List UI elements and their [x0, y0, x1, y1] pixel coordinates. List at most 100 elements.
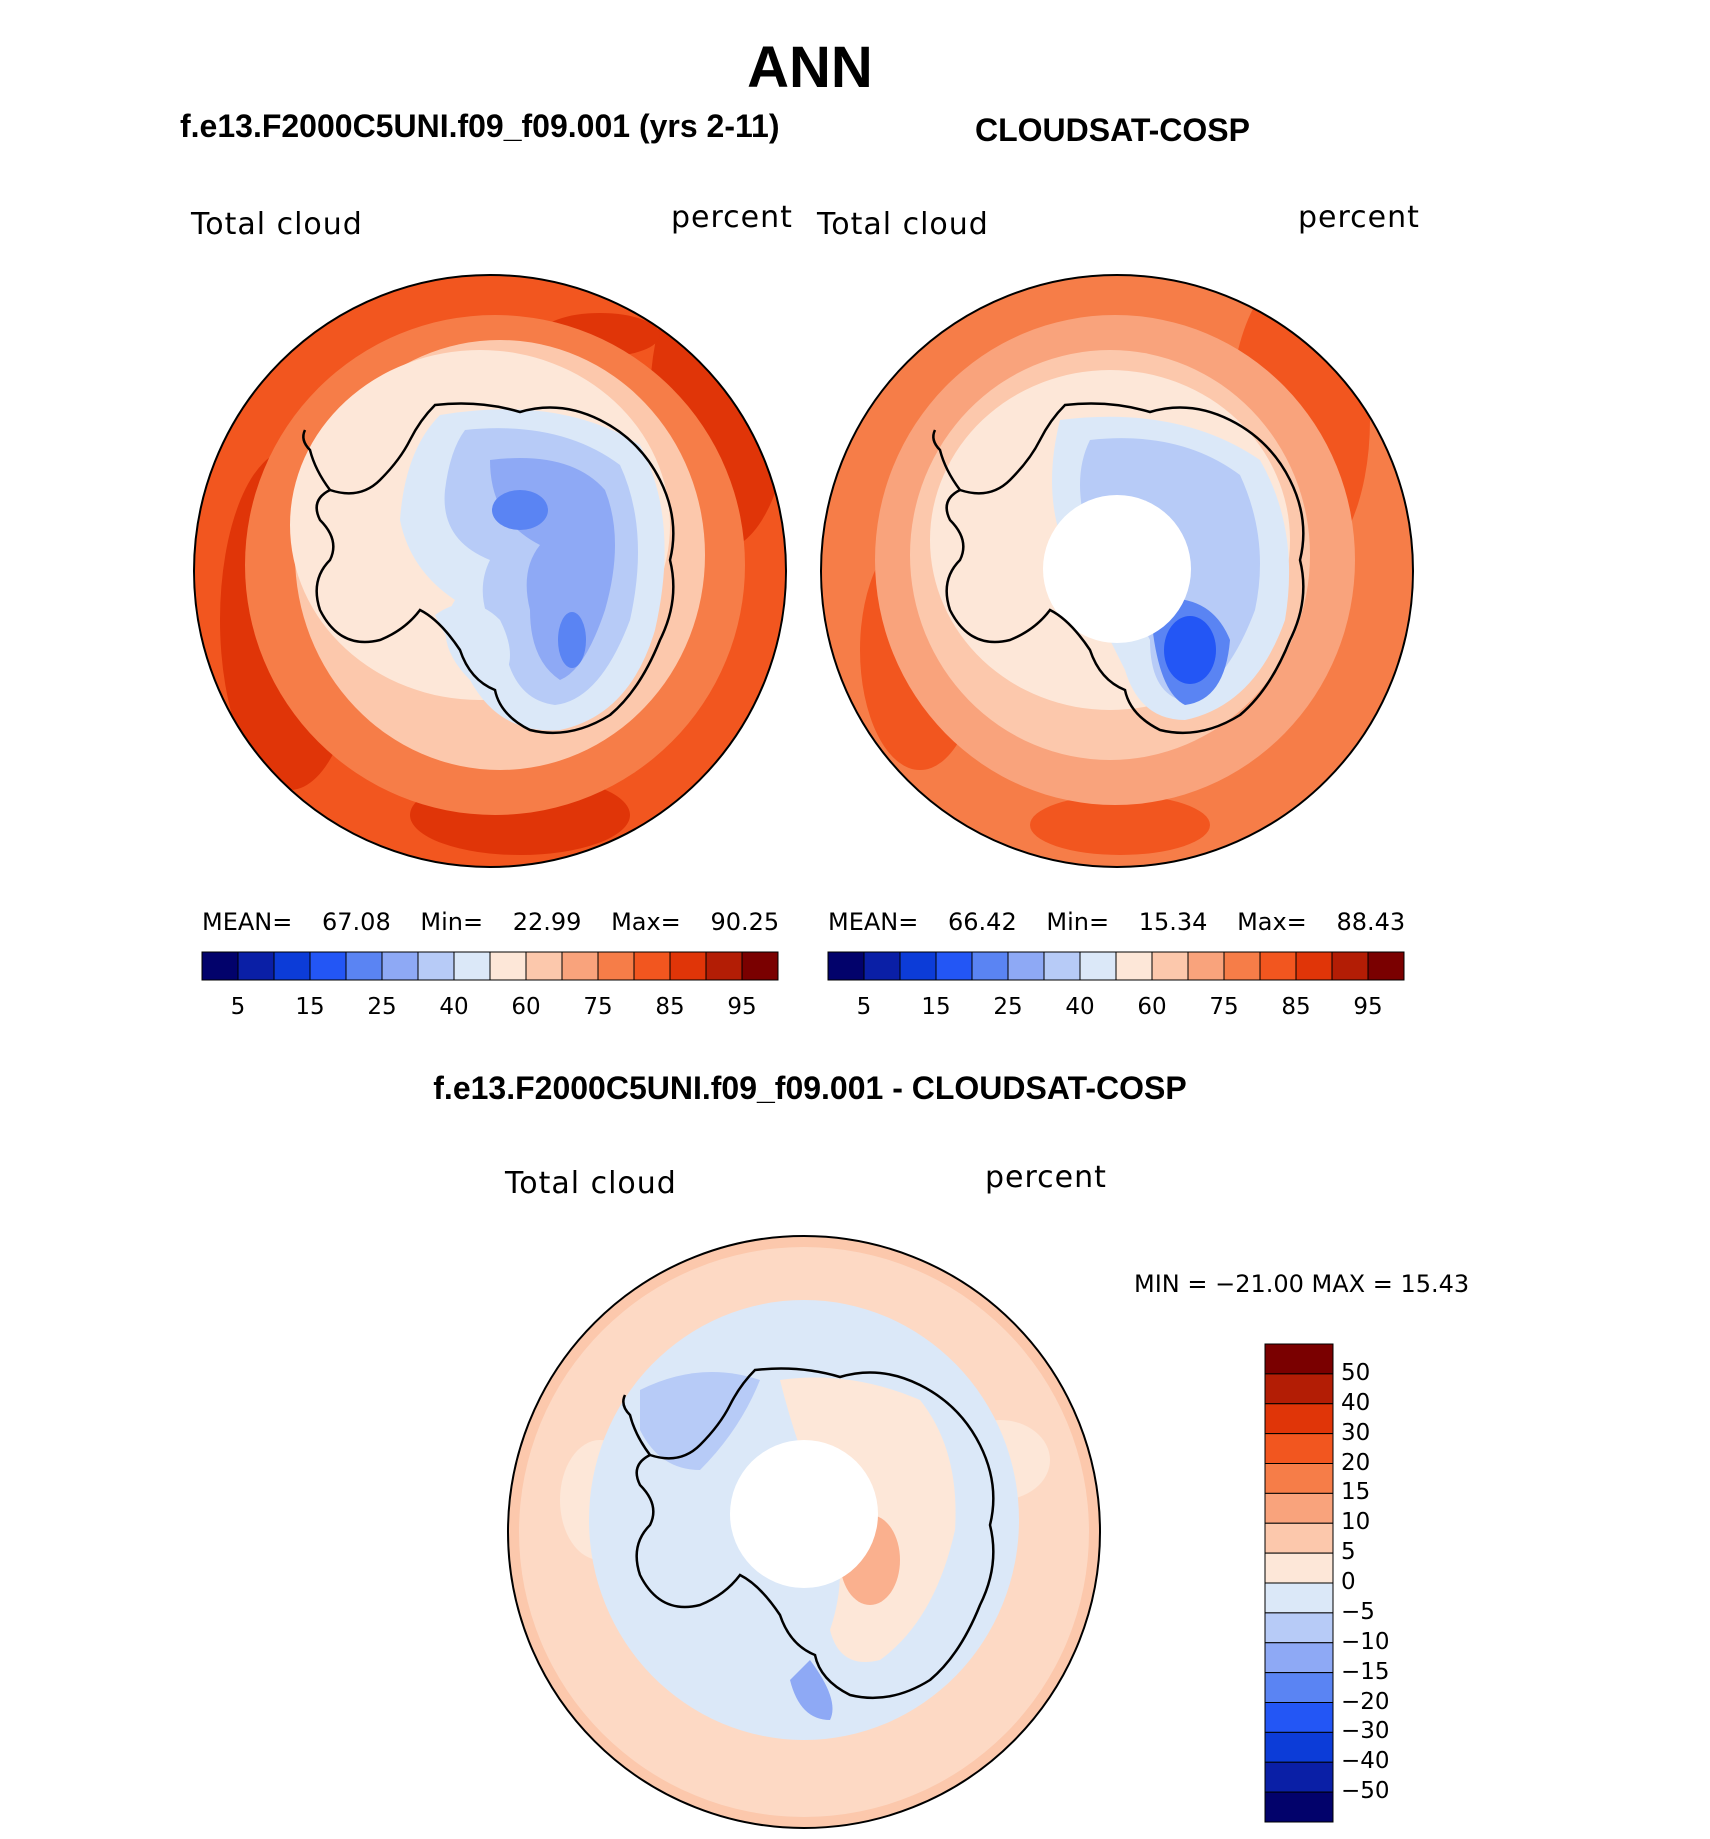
obs-mean-value: 66.42 — [948, 908, 1017, 936]
difference-colorbar-box — [1264, 1791, 1334, 1823]
difference-colorbar-box — [1264, 1522, 1334, 1554]
model-units-label: percent — [671, 200, 793, 235]
difference-colorbar-tick-label: −50 — [1341, 1778, 1390, 1805]
difference-colorbar-box — [1264, 1492, 1334, 1524]
difference-colorbar-tick-label: −5 — [1341, 1598, 1375, 1625]
model-colorbar-box — [705, 951, 743, 981]
model-colorbar-box — [273, 951, 311, 981]
obs-colorbar-box — [1295, 951, 1333, 981]
difference-colorbar-box — [1264, 1702, 1334, 1733]
difference-colorbar-box — [1264, 1433, 1334, 1464]
diff-min-max: MIN = −21.00 MAX = 15.43 — [1134, 1270, 1470, 1298]
model-map — [194, 275, 786, 867]
model-colorbar-box — [309, 951, 347, 981]
model-colorbar-box — [201, 951, 239, 981]
model-variable-label: Total cloud — [191, 207, 363, 242]
obs-colorbar-tick-label: 85 — [1281, 994, 1311, 1020]
obs-max-value: 88.43 — [1336, 908, 1406, 936]
model-colorbar-box — [417, 951, 455, 981]
model-colorbar — [201, 951, 779, 981]
model-colorbar-box — [489, 951, 527, 981]
obs-colorbar-box — [1259, 951, 1297, 981]
obs-colorbar-tick-label: 60 — [1137, 994, 1167, 1020]
model-colorbar-box — [633, 951, 671, 981]
model-colorbar-box — [453, 951, 491, 981]
difference-colorbar-tick-label: 40 — [1341, 1389, 1371, 1416]
model-colorbar-box — [381, 951, 419, 981]
difference-colorbar-tick-label: 5 — [1341, 1539, 1356, 1566]
obs-colorbar-tick-label: 75 — [1209, 994, 1239, 1020]
obs-mean-label: MEAN= — [828, 908, 919, 936]
difference-colorbar-tick-label: −40 — [1341, 1748, 1390, 1775]
difference-colorbar-tick-label: 0 — [1341, 1569, 1356, 1595]
model-map-border — [193, 274, 787, 868]
obs-map — [821, 275, 1413, 867]
obs-colorbar-box — [1223, 951, 1261, 981]
difference-map-border — [507, 1235, 1101, 1829]
difference-colorbar-box — [1264, 1373, 1334, 1405]
difference-colorbar-tick-label: 20 — [1341, 1449, 1371, 1476]
obs-colorbar — [827, 951, 1405, 981]
difference-colorbar-tick-label: 15 — [1341, 1479, 1371, 1506]
obs-colorbar-tick-label: 40 — [1065, 994, 1095, 1020]
model-colorbar-tick-label: 75 — [583, 994, 613, 1020]
obs-min-value: 15.34 — [1138, 908, 1208, 936]
model-min-label: Min= — [420, 908, 484, 936]
model-colorbar-tick-label: 25 — [367, 994, 397, 1020]
model-colorbar-tick-label: 40 — [439, 994, 469, 1020]
difference-colorbar-tick-label: 10 — [1341, 1509, 1371, 1536]
difference-colorbar-box — [1264, 1463, 1334, 1494]
obs-colorbar-tick-label: 15 — [921, 994, 951, 1020]
obs-max-label: Max= — [1237, 908, 1307, 936]
diff-variable-label: Total cloud — [505, 1166, 677, 1201]
obs-colorbar-box — [899, 951, 937, 981]
model-colorbar-box — [597, 951, 635, 981]
difference-colorbar-box — [1264, 1761, 1334, 1793]
obs-colorbar-box — [1151, 951, 1189, 981]
model-max-label: Max= — [611, 908, 681, 936]
difference-colorbar-box — [1264, 1612, 1334, 1644]
obs-colorbar-tick-label: 25 — [993, 994, 1023, 1020]
model-colorbar-tick-label: 15 — [295, 994, 325, 1020]
model-colorbar-box — [345, 951, 383, 981]
difference-colorbar-tick-label: 30 — [1341, 1419, 1371, 1446]
obs-colorbar-tick-label: 95 — [1353, 994, 1383, 1020]
obs-colorbar-box — [935, 951, 973, 981]
difference-colorbar-tick-label: −10 — [1341, 1628, 1390, 1655]
model-colorbar-tick-label: 60 — [511, 994, 541, 1020]
model-colorbar-box — [525, 951, 563, 981]
difference-colorbar-tick-label: −30 — [1341, 1718, 1390, 1745]
difference-colorbar-tick-label: 50 — [1341, 1359, 1371, 1386]
obs-colorbar-box — [1115, 951, 1153, 981]
model-min-value: 22.99 — [512, 908, 582, 936]
obs-colorbar-box — [1187, 951, 1225, 981]
obs-stats: MEAN= 66.42 Min= 15.34 Max= 88.43 — [828, 908, 1405, 936]
difference-colorbar-box — [1264, 1672, 1334, 1703]
model-colorbar-box — [669, 951, 707, 981]
difference-map — [508, 1236, 1100, 1828]
obs-colorbar-box — [827, 951, 865, 981]
difference-title: f.e13.F2000C5UNI.f09_f09.001 - CLOUDSAT-… — [433, 1070, 1187, 1106]
model-colorbar-tick-label: 95 — [727, 994, 757, 1020]
difference-colorbar-box — [1264, 1731, 1334, 1763]
obs-variable-label: Total cloud — [817, 207, 989, 242]
difference-colorbar-tick-label: −15 — [1341, 1658, 1390, 1685]
difference-colorbar-box — [1264, 1642, 1334, 1674]
model-colorbar-box — [237, 951, 275, 981]
diff-units-label: percent — [985, 1160, 1107, 1195]
obs-colorbar-box — [1331, 951, 1369, 981]
difference-colorbar-tick-label: −20 — [1341, 1688, 1390, 1715]
obs-colorbar-box — [1367, 951, 1405, 981]
difference-colorbar — [1264, 1343, 1334, 1823]
obs-colorbar-box — [863, 951, 901, 981]
model-colorbar-box — [741, 951, 779, 981]
model-stats: MEAN= 67.08 Min= 22.99 Max= 90.25 — [202, 908, 779, 936]
obs-map-border — [820, 274, 1414, 868]
obs-colorbar-box — [1043, 951, 1081, 981]
obs-subtitle: CLOUDSAT-COSP — [975, 112, 1250, 148]
model-colorbar-tick-label: 85 — [655, 994, 685, 1020]
obs-units-label: percent — [1298, 200, 1420, 235]
obs-min-label: Min= — [1046, 908, 1110, 936]
obs-colorbar-tick-label: 5 — [856, 994, 872, 1020]
